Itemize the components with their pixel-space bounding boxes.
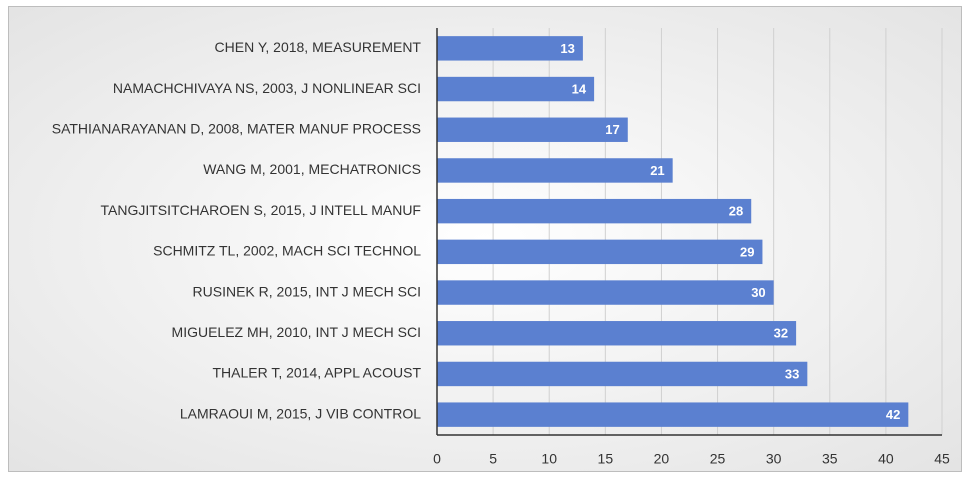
data-label: 13 (560, 41, 574, 56)
y-tick-label: SATHIANARAYANAN D, 2008, MATER MANUF PRO… (52, 120, 421, 136)
bar (437, 198, 752, 224)
data-label: 14 (572, 81, 587, 96)
y-tick-label: MIGUELEZ MH, 2010, INT J MECH SCI (172, 324, 421, 340)
x-tick-label: 10 (541, 451, 557, 467)
data-label: 17 (605, 122, 619, 137)
data-label: 30 (751, 285, 765, 300)
bar (437, 76, 595, 102)
bar (437, 321, 797, 346)
bar (437, 361, 808, 387)
x-tick-label: 35 (822, 451, 838, 467)
x-tick-label: 0 (433, 451, 441, 467)
data-label: 33 (785, 366, 799, 381)
y-tick-label: TANGJITSITCHAROEN S, 2015, J INTELL MANU… (100, 202, 421, 218)
bar (437, 239, 763, 265)
x-tick-label: 30 (766, 451, 782, 467)
y-tick-label: WANG M, 2001, MECHATRONICS (203, 161, 421, 177)
bar (437, 280, 774, 305)
x-tick-label: 5 (489, 451, 497, 467)
y-tick-label: NAMACHCHIVAYA NS, 2003, J NONLINEAR SCI (113, 80, 421, 96)
x-tick-label: 20 (654, 451, 670, 467)
y-tick-label: RUSINEK R, 2015, INT J MECH SCI (193, 283, 421, 299)
data-label: 32 (774, 326, 788, 341)
bar (437, 158, 673, 183)
x-tick-label: 15 (598, 451, 614, 467)
y-tick-label: SCHMITZ TL, 2002, MACH SCI TECHNOL (153, 243, 421, 259)
bar (437, 402, 909, 427)
data-label: 42 (886, 407, 900, 422)
y-tick-label: CHEN Y, 2018, MEASUREMENT (215, 39, 422, 55)
x-tick-label: 40 (878, 451, 894, 467)
data-label: 28 (729, 204, 743, 219)
x-tick-label: 25 (710, 451, 726, 467)
y-tick-label: LAMRAOUI M, 2015, J VIB CONTROL (180, 405, 421, 421)
data-label: 29 (740, 244, 754, 259)
chart-frame (8, 6, 962, 472)
x-tick-label: 45 (934, 451, 950, 467)
bar (437, 117, 628, 142)
bar (437, 36, 583, 61)
y-tick-label: THALER T, 2014, APPL ACOUST (212, 365, 421, 381)
data-label: 21 (650, 163, 664, 178)
